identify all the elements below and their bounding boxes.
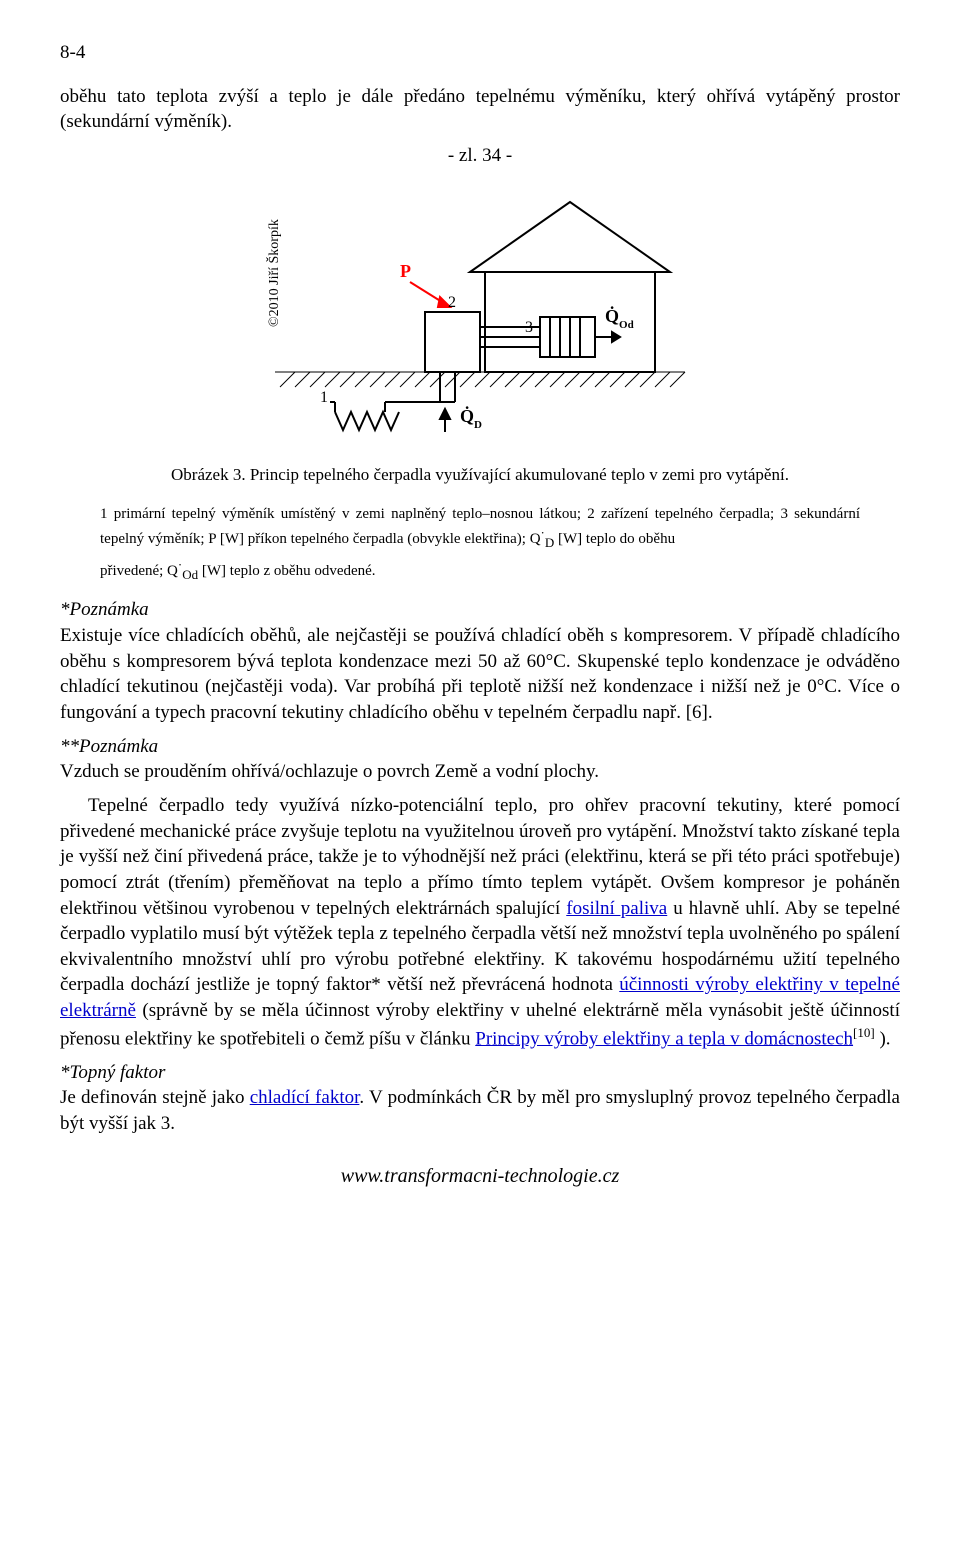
label-qd: Q̇D (460, 406, 482, 431)
label-1: 1 (320, 389, 328, 406)
label-p: P (400, 261, 411, 281)
label-2: 2 (448, 294, 456, 311)
zl-marker: - zl. 34 - (60, 143, 900, 169)
figure-caption-body: 1 primární tepelný výměník umístěný v ze… (100, 504, 860, 552)
main-t4: ). (875, 1028, 891, 1049)
caption-text-2b: [W] teplo z oběhu odvedené. (198, 563, 375, 579)
footer-url: www.transformacni-technologie.cz (60, 1163, 900, 1190)
main-sup: [10] (853, 1025, 875, 1040)
note-3-body-1: Je definován stejně jako (60, 1087, 250, 1108)
note-1: *Poznámka Existuje více chladících oběhů… (60, 597, 900, 725)
note-2-head: **Poznámka (60, 736, 158, 757)
caption-sub-d: D (545, 535, 554, 550)
intro-paragraph: oběhu tato teplota zvýší a teplo je dále… (60, 84, 900, 135)
note-3-head: *Topný faktor (60, 1062, 165, 1083)
link-principy-vyroby[interactable]: Principy výroby elektřiny a tepla v domá… (475, 1028, 853, 1049)
note-1-head: *Poznámka (60, 599, 149, 620)
note-2: **Poznámka Vzduch se prouděním ohřívá/oc… (60, 734, 900, 785)
figure-caption-title: Obrázek 3. Princip tepelného čerpadla vy… (60, 464, 900, 487)
note-3: *Topný faktor Je definován stejně jako c… (60, 1060, 900, 1137)
caption-sub-od: Od (182, 567, 198, 582)
label-3: 3 (525, 319, 533, 336)
link-fosilni-paliva[interactable]: fosilní paliva (566, 898, 667, 919)
figure-caption-body-2: přivedené; Q·Od [W] teplo z oběhu odvede… (100, 556, 860, 584)
caption-tail-1: [W] teplo do oběhu (554, 531, 675, 547)
link-chladici-faktor[interactable]: chladící faktor (250, 1087, 360, 1108)
copyright-label: ©2010 Jiří Škorpík (265, 219, 282, 327)
note-2-body: Vzduch se prouděním ohřívá/ochlazuje o p… (60, 761, 599, 782)
figure-3: ©2010 Jiří Škorpík P 1 2 3 Q (60, 177, 900, 455)
caption-text-2a: přivedené; Q (100, 563, 178, 579)
main-paragraph: Tepelné čerpadlo tedy využívá nízko-pote… (60, 793, 900, 1052)
caption-text-1: 1 primární tepelný výměník umístěný v ze… (100, 506, 860, 547)
note-1-body: Existuje více chladících oběhů, ale nejč… (60, 625, 900, 723)
page-number: 8-4 (60, 40, 900, 66)
heat-pump-diagram: ©2010 Jiří Škorpík P 1 2 3 Q (250, 177, 710, 447)
